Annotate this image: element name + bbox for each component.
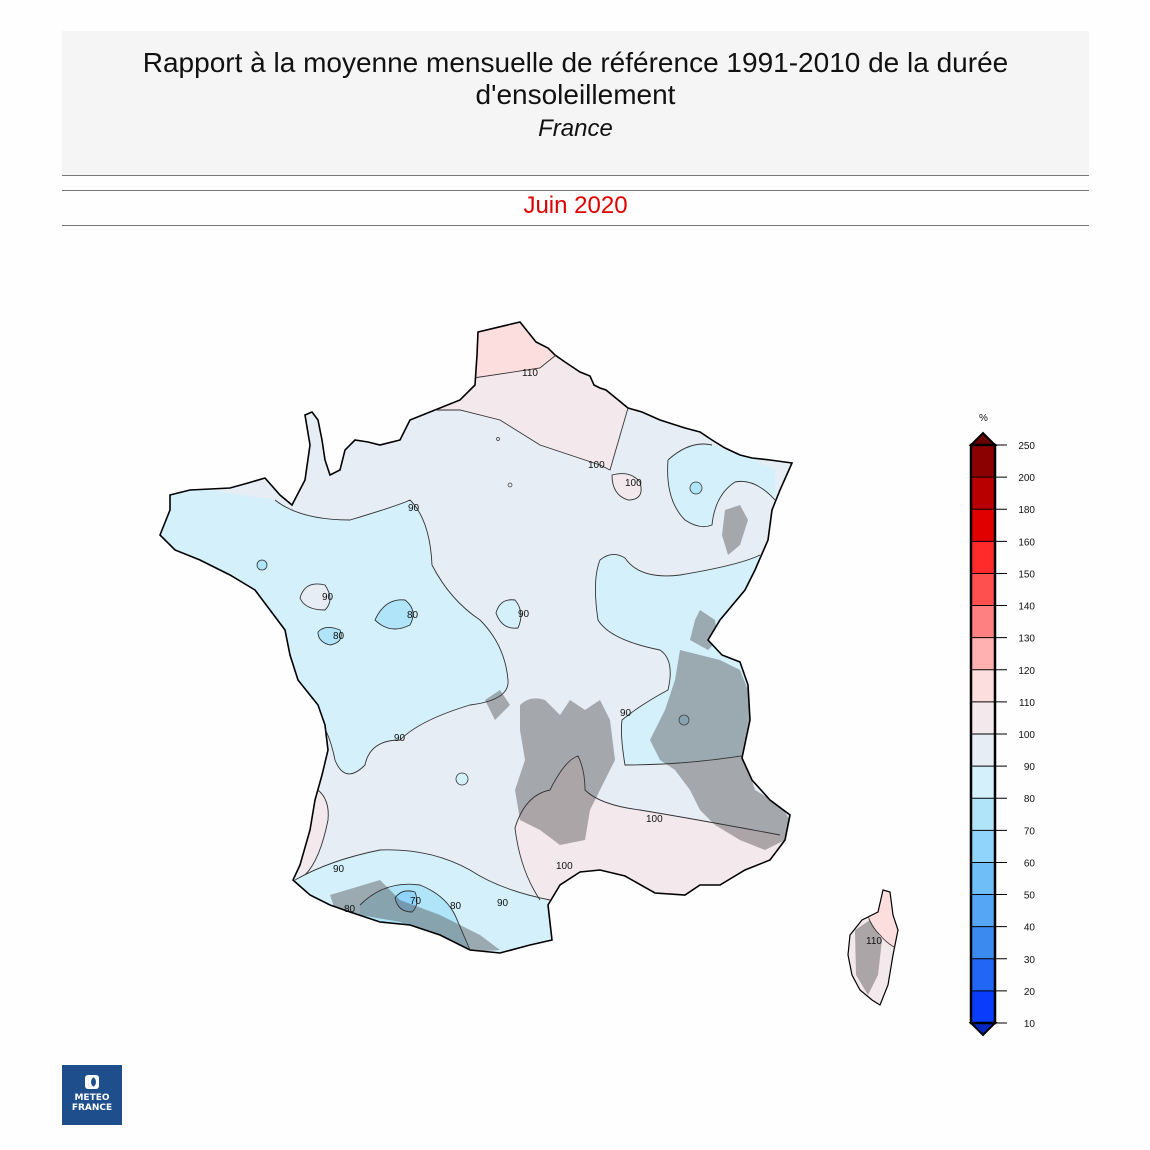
contour-label: 100	[625, 478, 642, 489]
colorbar-tick-label: 40	[1024, 923, 1036, 934]
contour-label: 70	[410, 896, 422, 907]
contour-label: 90	[620, 708, 632, 719]
contour-label: 100	[556, 861, 573, 872]
colorbar-tick-label: 120	[1018, 666, 1035, 677]
colorbar-cell	[971, 509, 995, 542]
colorbar-tick-label: 250	[1018, 441, 1035, 452]
mainland-fill	[160, 322, 792, 953]
colorbar-tick-label: 30	[1024, 955, 1036, 966]
colorbar-cell	[971, 862, 995, 896]
colorbar-cell	[971, 477, 995, 510]
colorbar-tick-label: 90	[1024, 762, 1036, 773]
meteo-france-logo: METEO FRANCE	[62, 1065, 122, 1125]
period-bottom-rule	[62, 225, 1089, 226]
colorbar-cell	[971, 894, 995, 928]
colorbar-cell	[971, 830, 995, 863]
contour-label: 110	[522, 368, 538, 379]
colorbar-tick-label: 110	[1019, 698, 1035, 709]
colorbar-cell	[971, 926, 995, 960]
contour-labels: 110 100 100 90 90 80 80 90 90 90 100 100…	[322, 368, 882, 947]
contour-label: 100	[588, 460, 605, 471]
contour-label: 90	[497, 898, 509, 909]
colorbar-top-arrow	[968, 431, 998, 446]
contour-label: 90	[394, 733, 406, 744]
contour-label: 100	[646, 814, 663, 825]
logo-line2: FRANCE	[71, 1103, 113, 1113]
colorbar-cell	[971, 669, 995, 703]
colorbar-tick-label: 200	[1018, 473, 1035, 484]
colorbar-cell	[971, 734, 995, 767]
colorbar-cell	[971, 701, 995, 735]
colorbar-cell	[971, 445, 995, 478]
relief-shading	[330, 505, 790, 952]
colorbar-tick-label: 80	[1024, 794, 1036, 805]
colorbar-cell	[971, 766, 995, 799]
colorbar-tick-label: 60	[1024, 858, 1036, 869]
colorbar-cell	[971, 541, 995, 574]
colorbar-tick-label: 150	[1018, 569, 1035, 580]
colorbar-tick-label: 130	[1018, 634, 1035, 645]
map-title: Rapport à la moyenne mensuelle de référe…	[142, 47, 1009, 110]
title-panel: Rapport à la moyenne mensuelle de référe…	[62, 31, 1089, 175]
colorbar-cell	[971, 798, 995, 831]
contour-label: 80	[333, 631, 345, 642]
title-bottom-rule	[62, 175, 1089, 176]
contour-label: 90	[333, 864, 345, 875]
period-label: Juin 2020	[523, 192, 628, 219]
contour-label: 110	[866, 936, 882, 947]
colorbar-tick-label: 140	[1018, 602, 1035, 613]
contour-label: 90	[518, 609, 530, 620]
colorbar-tick-label: 160	[1018, 537, 1035, 548]
contour-label: 80	[344, 904, 356, 915]
contour-label: 90	[322, 592, 334, 603]
contour-label: 80	[407, 610, 419, 621]
colorbar-tick-label: 10	[1024, 1019, 1036, 1030]
colorbar: % 250 200 180 160 150 140 130 120 110 100 90 80 70 60…	[968, 413, 1036, 1037]
contour-label: 90	[408, 503, 420, 514]
map-region: France	[538, 115, 613, 142]
contour-lines	[274, 354, 781, 951]
colorbar-tick-label: 180	[1018, 505, 1035, 516]
colorbar-tick-label: 70	[1024, 826, 1036, 837]
colorbar-unit: %	[979, 413, 988, 424]
logo-line1: METEO	[74, 1093, 110, 1103]
colorbar-cell	[971, 573, 995, 607]
colorbar-tick-label: 20	[1024, 987, 1036, 998]
contour-label: 80	[450, 901, 462, 912]
colorbar-tick-label: 50	[1024, 891, 1036, 902]
colorbar-cell	[971, 958, 995, 992]
colorbar-bottom-arrow	[968, 1022, 998, 1037]
colorbar-cell	[971, 990, 995, 1024]
colorbar-cell	[971, 605, 995, 639]
colorbar-cell	[971, 637, 995, 671]
period-top-rule	[62, 190, 1089, 191]
meteo-france-icon	[85, 1075, 99, 1089]
colorbar-tick-label: 100	[1018, 730, 1035, 741]
